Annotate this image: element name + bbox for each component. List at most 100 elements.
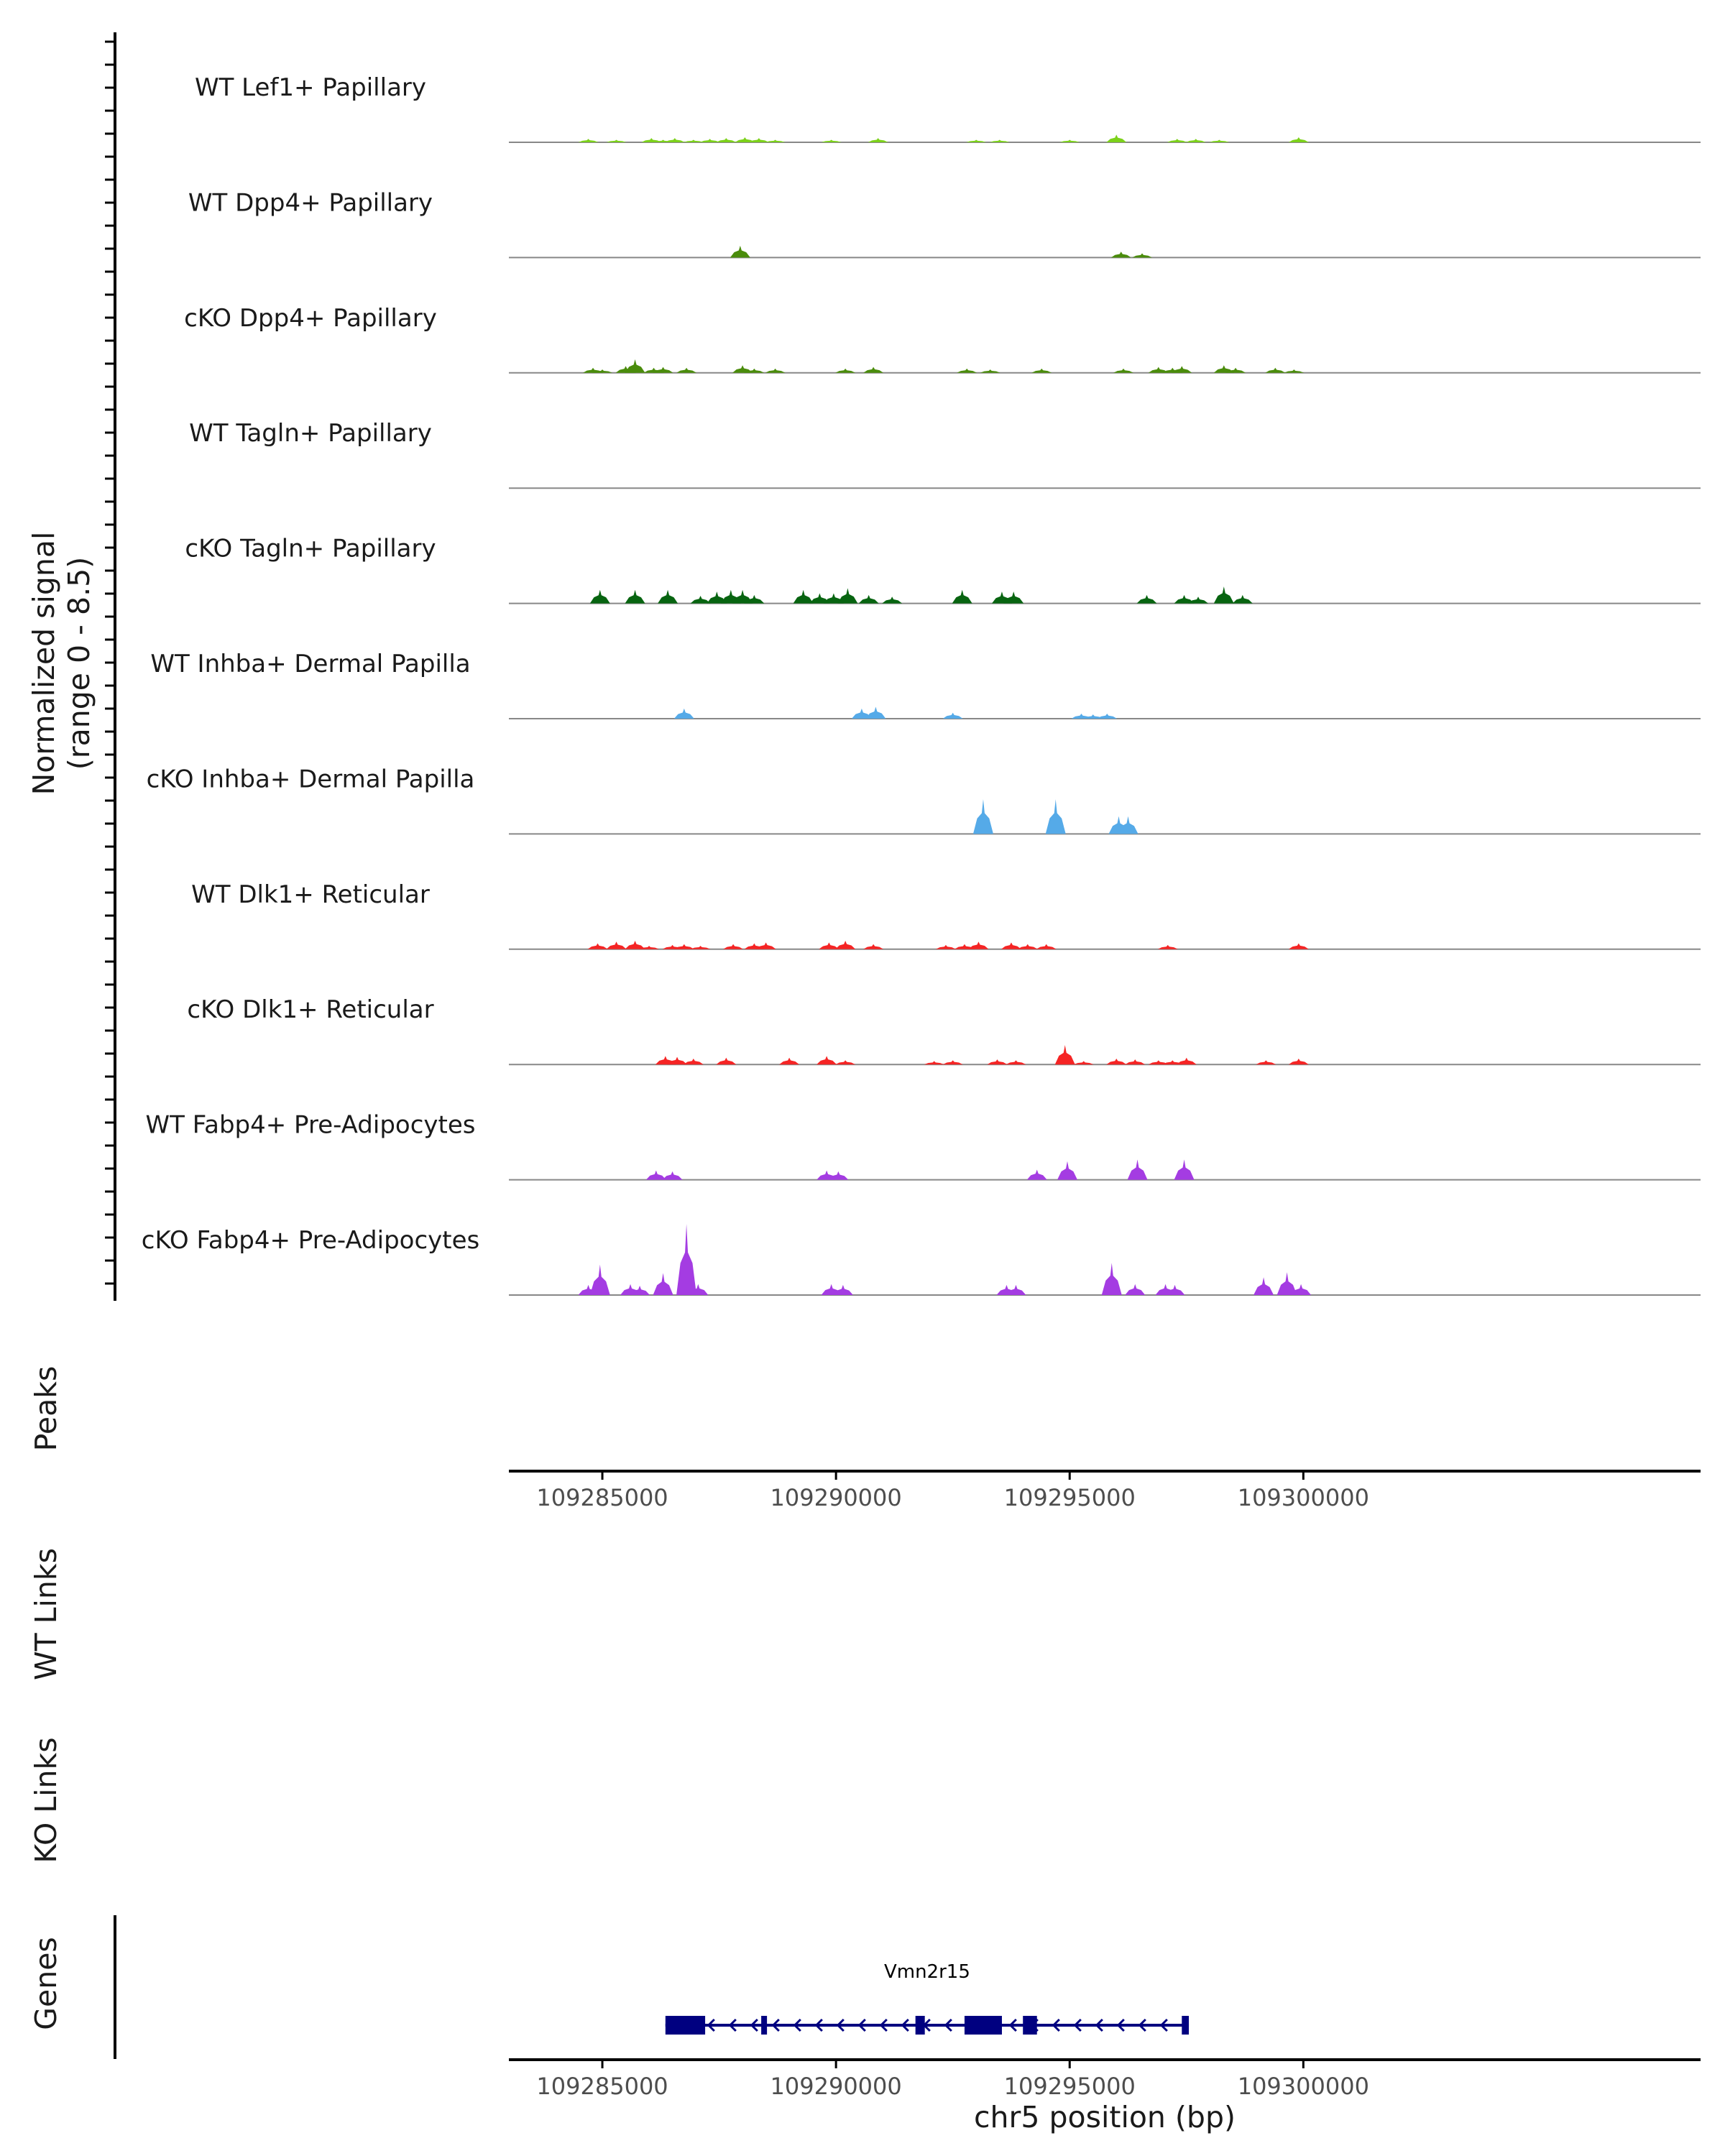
- strand-arrow-icon: [750, 2018, 758, 2032]
- coverage-track: cKO Tagln+ Papillary: [185, 535, 1701, 604]
- signal-peak: [1167, 139, 1187, 142]
- strand-arrow-icon: [1073, 2018, 1082, 2032]
- x-axis-title: chr5 position (bp): [974, 2100, 1236, 2134]
- track-label: cKO Tagln+ Papillary: [185, 535, 436, 563]
- signal-peak: [699, 139, 720, 142]
- signal-peak: [625, 359, 645, 373]
- wt-links-track-label: WT Links: [29, 1548, 63, 1680]
- peaks-x-axis-tick-label: 109285000: [536, 1484, 668, 1511]
- strand-arrow-icon: [728, 2018, 737, 2032]
- strand-arrow-icon: [793, 2018, 801, 2032]
- track-label: WT Tagln+ Papillary: [189, 419, 432, 448]
- signal-peak: [690, 596, 711, 604]
- signal-peak: [793, 589, 814, 604]
- track-label: WT Fabp4+ Pre-Adipocytes: [146, 1111, 476, 1140]
- signal-peak: [667, 1056, 688, 1065]
- peaks-x-axis-ticks: 109285000 109290000 109295000 109300000: [536, 1471, 1369, 1511]
- strand-arrow-icon: [771, 2018, 780, 2032]
- signal-peak: [1026, 1169, 1047, 1180]
- gene-exon: [1023, 2016, 1037, 2035]
- genes-x-axis-ticks: 109285000 109290000 109295000 109300000: [536, 2060, 1369, 2100]
- gene-model[interactable]: Vmn2r15: [665, 1961, 1190, 2035]
- signal-peak: [835, 1060, 856, 1065]
- signal-peak: [744, 594, 765, 604]
- signal-peak: [625, 941, 645, 949]
- signal-peak: [1125, 1284, 1146, 1295]
- signal-peak: [1209, 139, 1230, 142]
- signal-peak: [1174, 1159, 1195, 1180]
- signal-peak: [823, 593, 844, 604]
- signal-peak: [664, 138, 685, 142]
- signal-peak: [683, 1058, 704, 1065]
- signal-peak: [851, 708, 872, 719]
- signal-peak: [1213, 586, 1234, 604]
- strand-arrow-icon: [944, 2018, 952, 2032]
- signal-peak: [1174, 594, 1195, 604]
- signal-peak: [1073, 1061, 1094, 1065]
- track-label: cKO Fabp4+ Pre-Adipocytes: [142, 1226, 480, 1255]
- signal-peak: [658, 589, 678, 604]
- signal-peak: [630, 1286, 650, 1295]
- signal-peak: [987, 1059, 1008, 1065]
- signal-peak: [676, 1224, 697, 1295]
- coverage-track: WT Inhba+ Dermal Papilla: [150, 650, 1701, 719]
- signal-peak: [821, 139, 842, 142]
- track-label: cKO Dlk1+ Reticular: [187, 995, 433, 1024]
- gene-exon: [1182, 2016, 1190, 2035]
- peaks-x-axis-tick-label: 109290000: [770, 1484, 902, 1511]
- signal-peak: [1188, 596, 1209, 604]
- strand-arrow-icon: [1052, 2018, 1060, 2032]
- strand-arrow-icon: [1008, 2018, 1017, 2032]
- signal-peak: [865, 706, 886, 719]
- coverage-track: WT Tagln+ Papillary: [189, 419, 1701, 489]
- signal-peak: [1288, 137, 1309, 142]
- peaks-track-label: Peaks: [29, 1366, 63, 1452]
- signal-peak: [858, 594, 879, 604]
- signal-peak: [641, 138, 662, 142]
- signal-peak: [645, 1170, 666, 1180]
- signal-peak: [592, 369, 613, 373]
- signal-peak: [688, 1284, 709, 1295]
- signal-peak: [954, 944, 975, 949]
- signal-peak: [1125, 1059, 1146, 1065]
- gene-exon: [761, 2016, 768, 2035]
- signal-peak: [835, 941, 856, 949]
- signal-peak: [989, 139, 1010, 142]
- signal-peak: [935, 944, 956, 949]
- signal-peak: [1265, 367, 1286, 373]
- strand-arrow-icon: [901, 2018, 909, 2032]
- genes-x-axis-tick-label: 109300000: [1238, 2073, 1369, 2100]
- strand-arrow-icon: [879, 2018, 888, 2032]
- signal-peak: [653, 1273, 673, 1295]
- strand-arrow-icon: [1095, 2018, 1103, 2032]
- coverage-track: WT Dpp4+ Papillary: [188, 188, 1701, 259]
- signal-peak: [863, 944, 884, 949]
- peaks-x-axis-tick-label: 109295000: [1004, 1484, 1136, 1511]
- signal-peak: [1000, 942, 1021, 949]
- signal-peak: [828, 1171, 849, 1180]
- strand-arrow-icon: [814, 2018, 823, 2032]
- signal-peak: [942, 1060, 963, 1065]
- signal-peak: [662, 1171, 683, 1180]
- gene-exon: [665, 2016, 706, 2035]
- signal-peak: [1254, 1277, 1274, 1295]
- y-axis-title-line1: Normalized signal: [27, 532, 61, 796]
- signal-peak: [863, 367, 884, 373]
- signal-peak: [957, 368, 978, 373]
- signal-peak: [1101, 1263, 1122, 1295]
- signal-peak: [1288, 1058, 1309, 1065]
- track-label: WT Inhba+ Dermal Papilla: [150, 650, 470, 678]
- coverage-tracks: WT Lef1+ Papillary WT Dpp4+ Papillary cKO …: [142, 73, 1701, 1296]
- signal-peak: [968, 941, 989, 949]
- signal-peak: [972, 799, 993, 834]
- genes-x-axis-tick-label: 109285000: [536, 2073, 668, 2100]
- signal-peak: [1045, 799, 1066, 834]
- signal-peak: [1006, 1284, 1026, 1295]
- signal-peak: [819, 942, 840, 949]
- signal-peak: [587, 943, 608, 949]
- signal-peak: [625, 589, 645, 604]
- signal-peak: [735, 137, 755, 142]
- signal-peak: [606, 139, 627, 142]
- gene-exon: [964, 2016, 1002, 2035]
- genes-x-axis-tick-label: 109295000: [1004, 2073, 1136, 2100]
